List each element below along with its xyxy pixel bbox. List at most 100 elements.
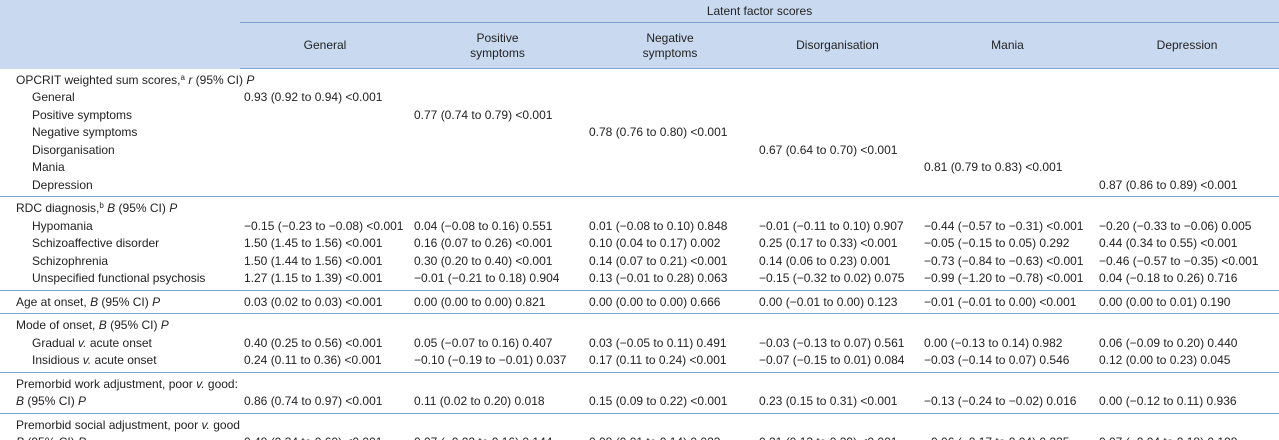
- row: Schizoaffective disorder 1.50 (1.45 to 1.…: [0, 235, 1279, 253]
- column-header-text: Depression: [1156, 38, 1218, 52]
- cell-text: −0.05 (−0.15 to 0.05) 0.292: [924, 236, 1070, 250]
- cell: [240, 177, 410, 197]
- empty: [240, 314, 1279, 335]
- cell: 0.03 (0.02 to 0.03) <0.001: [240, 290, 410, 314]
- column-header: Negative symptoms: [585, 22, 755, 69]
- cell-text: 0.14 (0.07 to 0.21) <0.001: [589, 253, 728, 268]
- section-header-row: Age at onset, B (95% CI) P 0.03 (0.02 to …: [0, 290, 1279, 314]
- cell: 0.87 (0.86 to 0.89) <0.001: [1095, 177, 1279, 197]
- cell: [755, 177, 920, 197]
- section: Mode of onset, B (95% CI) P Gradual v. ac…: [0, 314, 1279, 372]
- label-part: B: [16, 435, 24, 440]
- cell-text: 0.00 (0.00 to 0.00) 0.821: [414, 294, 546, 309]
- cell: 0.48 (0.34 to 0.60) <0.001: [240, 434, 410, 440]
- empty: [240, 69, 1279, 90]
- row-label: Disorganisation: [0, 142, 240, 160]
- row: Positive symptoms 0.77 (0.74 to 0.79) <0.…: [0, 107, 1279, 125]
- cell-text: 0.14 (0.06 to 0.23) 0.001: [759, 253, 891, 268]
- row-label: Negative symptoms: [0, 124, 240, 142]
- cell: [410, 124, 585, 142]
- label-part: Gradual: [32, 335, 75, 350]
- cell-text: −0.06 (−0.17 to 0.04) 0.235: [924, 435, 1069, 440]
- section: RDC diagnosis,b B (95% CI) P Hypomania −0.…: [0, 197, 1279, 290]
- section: Age at onset, B (95% CI) P 0.03 (0.02 to …: [0, 290, 1279, 314]
- cell: 0.12 (0.00 to 0.23) 0.045: [1095, 352, 1279, 372]
- cell: [1095, 89, 1279, 107]
- label-part: (95% CI): [118, 201, 166, 215]
- section-header-row: Premorbid social adjustment, poor v. goo…: [0, 413, 1279, 434]
- cell: 1.27 (1.15 to 1.39) <0.001: [240, 270, 410, 290]
- cell: 0.17 (0.11 to 0.24) <0.001: [585, 352, 755, 372]
- label-part: Hypomania: [32, 218, 93, 233]
- cell-text: −0.03 (−0.14 to 0.07) 0.546: [924, 353, 1070, 367]
- label-part: Schizoaffective disorder: [32, 236, 160, 250]
- cell: 0.93 (0.92 to 0.94) <0.001: [240, 89, 410, 107]
- row: Disorganisation 0.67 (0.64 to 0.70) <0.00…: [0, 142, 1279, 160]
- cell: 0.40 (0.25 to 0.56) <0.001: [240, 335, 410, 353]
- cell: [585, 159, 755, 177]
- row-label: Insidious v. acute onset: [0, 352, 240, 372]
- label-part: Premorbid social adjustment, poor: [16, 417, 199, 432]
- cell: −0.01 (−0.11 to 0.10) 0.907: [755, 218, 920, 236]
- cell: 0.14 (0.07 to 0.21) <0.001: [585, 253, 755, 271]
- cell: −0.07 (−0.15 to 0.01) 0.084: [755, 352, 920, 372]
- row: Insidious v. acute onset 0.24 (0.11 to 0.…: [0, 352, 1279, 372]
- row: B (95% CI) P 0.48 (0.34 to 0.60) <0.001 0.…: [0, 434, 1279, 440]
- section: Premorbid work adjustment, poor v. good:…: [0, 372, 1279, 413]
- row-label: Gradual v. acute onset: [0, 335, 240, 353]
- cell: [240, 107, 410, 125]
- cell: −0.44 (−0.57 to −0.31) <0.001: [920, 218, 1095, 236]
- label-part: Negative symptoms: [32, 125, 138, 139]
- cell-text: 0.00 (0.00 to 0.01) 0.190: [1099, 294, 1231, 309]
- cell: [1095, 107, 1279, 125]
- cell: [1095, 142, 1279, 160]
- label-part: (95% CI): [195, 72, 243, 87]
- cell: 0.07 (−0.04 to 0.18) 0.198: [1095, 434, 1279, 440]
- cell: −0.03 (−0.13 to 0.07) 0.561: [755, 335, 920, 353]
- cell-text: −0.10 (−0.19 to −0.01) 0.037: [414, 353, 567, 367]
- cell-text: 0.24 (0.11 to 0.36) <0.001: [244, 353, 382, 367]
- label-part: P: [78, 394, 87, 408]
- cell-text: 0.13 (−0.01 to 0.28) 0.063: [589, 271, 728, 285]
- label-part: Insidious: [32, 353, 80, 367]
- cell: 0.00 (0.00 to 0.01) 0.190: [1095, 290, 1279, 314]
- cell-text: 0.25 (0.17 to 0.33) <0.001: [759, 236, 898, 250]
- cell-text: 0.12 (0.00 to 0.23) 0.045: [1099, 353, 1231, 367]
- label-part: Age at onset,: [16, 294, 87, 309]
- column-header-text: Disorganisation: [796, 38, 879, 52]
- label-part: v.: [201, 417, 210, 432]
- cell-text: 0.00 (−0.12 to 0.11) 0.936: [1099, 394, 1237, 408]
- cell-text: 0.23 (0.15 to 0.31) <0.001: [759, 394, 898, 408]
- cell-text: −0.13 (−0.24 to −0.02) 0.016: [924, 394, 1077, 408]
- cell: [920, 124, 1095, 142]
- cell: 0.81 (0.79 to 0.83) <0.001: [920, 159, 1095, 177]
- label-part: P: [246, 72, 255, 87]
- cell: 0.23 (0.15 to 0.31) <0.001: [755, 393, 920, 413]
- cell-text: −0.73 (−0.84 to −0.63) <0.001: [924, 253, 1084, 268]
- label-part: good: [213, 417, 240, 432]
- row-label: B (95% CI) P: [0, 393, 240, 413]
- cell: [920, 142, 1095, 160]
- cell: 0.04 (−0.18 to 0.26) 0.716: [1095, 270, 1279, 290]
- cell-text: 0.04 (−0.18 to 0.26) 0.716: [1099, 271, 1238, 285]
- cell: 0.14 (0.06 to 0.23) 0.001: [755, 253, 920, 271]
- section: Premorbid social adjustment, poor v. goo…: [0, 413, 1279, 440]
- cell-text: −0.01 (−0.11 to 0.10) 0.907: [759, 218, 904, 233]
- cell-text: 0.04 (−0.08 to 0.16) 0.551: [414, 218, 553, 233]
- cell: 0.00 (−0.12 to 0.11) 0.936: [1095, 393, 1279, 413]
- cell-text: 0.81 (0.79 to 0.83) <0.001: [924, 160, 1063, 174]
- cell: [240, 124, 410, 142]
- row-label: Depression: [0, 177, 240, 197]
- label-part: (95% CI): [110, 318, 158, 332]
- cell-text: −0.03 (−0.13 to 0.07) 0.561: [759, 335, 905, 350]
- cell: [410, 142, 585, 160]
- cell-text: 0.67 (0.64 to 0.70) <0.001: [759, 142, 898, 157]
- cell-text: −0.07 (−0.15 to 0.01) 0.084: [759, 353, 905, 367]
- cell: [755, 107, 920, 125]
- label-part: P: [78, 435, 86, 440]
- empty: [240, 372, 1279, 393]
- label-part: a: [180, 72, 185, 82]
- cell: 0.04 (−0.08 to 0.16) 0.551: [410, 218, 585, 236]
